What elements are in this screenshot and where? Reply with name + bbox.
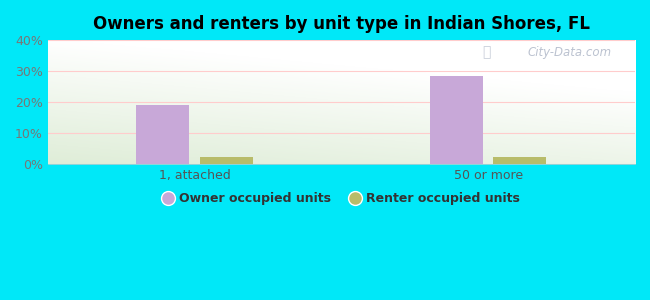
Bar — [136, 105, 189, 164]
Bar — [430, 76, 483, 164]
Bar — [200, 158, 253, 164]
Legend: Owner occupied units, Renter occupied units: Owner occupied units, Renter occupied un… — [158, 187, 525, 210]
Title: Owners and renters by unit type in Indian Shores, FL: Owners and renters by unit type in India… — [93, 15, 590, 33]
Text: City-Data.com: City-Data.com — [527, 46, 612, 59]
Bar — [493, 158, 546, 164]
Text: ⦿: ⦿ — [482, 46, 491, 60]
